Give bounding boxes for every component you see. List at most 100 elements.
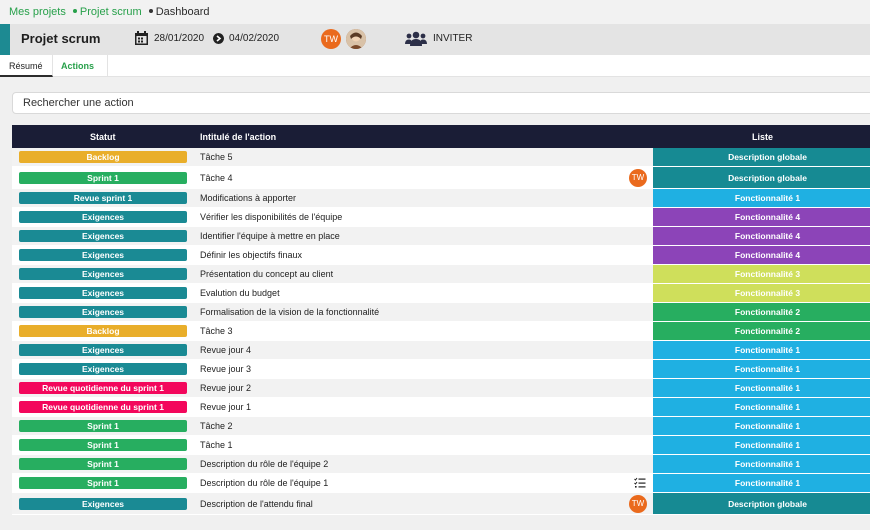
- table-row[interactable]: Sprint 1 Description du rôle de l'équipe …: [12, 455, 870, 474]
- action-title[interactable]: Revue jour 3: [200, 364, 252, 374]
- action-title[interactable]: Revue jour 2: [200, 383, 252, 393]
- list-label[interactable]: Description globale: [653, 148, 870, 166]
- status-badge[interactable]: Sprint 1: [19, 477, 187, 489]
- list-label[interactable]: Fonctionnalité 1: [653, 379, 870, 397]
- table-row[interactable]: Exigences Evalution du budget Fonctionnali…: [12, 284, 870, 303]
- list-label[interactable]: Fonctionnalité 1: [653, 398, 870, 416]
- header-list[interactable]: Liste: [752, 132, 774, 142]
- breadcrumb-projet-scrum[interactable]: Projet scrum: [79, 6, 142, 18]
- action-title[interactable]: Présentation du concept au client: [200, 269, 334, 279]
- breadcrumb-separator: [148, 9, 153, 14]
- status-badge[interactable]: Exigences: [19, 498, 187, 510]
- list-label[interactable]: Fonctionnalité 1: [653, 474, 870, 492]
- list-label[interactable]: Fonctionnalité 1: [653, 417, 870, 435]
- status-badge[interactable]: Exigences: [19, 268, 187, 280]
- status-badge[interactable]: Sprint 1: [19, 420, 187, 432]
- action-title[interactable]: Tâche 1: [200, 440, 233, 450]
- breadcrumb-dashboard: Dashboard: [155, 6, 210, 18]
- list-label[interactable]: Fonctionnalité 4: [653, 208, 870, 226]
- list-label[interactable]: Fonctionnalité 2: [653, 322, 870, 340]
- status-badge[interactable]: Exigences: [19, 306, 187, 318]
- header-status[interactable]: Statut: [90, 132, 116, 142]
- date-start[interactable]: 28/01/2020: [154, 33, 205, 44]
- list-label[interactable]: Fonctionnalité 2: [653, 303, 870, 321]
- table-row[interactable]: Sprint 1 Tâche 2 Fonctionnalité 1: [12, 417, 870, 436]
- list-label[interactable]: Fonctionnalité 3: [653, 284, 870, 302]
- project-header: Projet scrum 28/01/2020 04/02/2020 TW IN…: [0, 24, 870, 55]
- list-label[interactable]: Fonctionnalité 4: [653, 246, 870, 264]
- invite-button[interactable]: INVITER: [433, 33, 473, 44]
- table-row[interactable]: Exigences Identifier l'équipe à mettre en…: [12, 227, 870, 246]
- action-title[interactable]: Modifications à apporter: [200, 193, 297, 203]
- action-title[interactable]: Revue jour 1: [200, 402, 252, 412]
- status-badge[interactable]: Backlog: [19, 151, 187, 163]
- status-badge[interactable]: Exigences: [19, 363, 187, 375]
- action-title[interactable]: Description du rôle de l'équipe 2: [200, 459, 329, 469]
- action-title[interactable]: Tâche 4: [200, 173, 233, 183]
- action-title[interactable]: Tâche 2: [200, 421, 233, 431]
- tab-resume[interactable]: Résumé: [0, 55, 53, 77]
- users-icon[interactable]: [405, 31, 427, 46]
- action-title[interactable]: Description du rôle de l'équipe 1: [200, 478, 329, 488]
- assignee-avatar[interactable]: TW: [629, 169, 647, 187]
- header-title[interactable]: Intitulé de l'action: [200, 132, 277, 142]
- list-label[interactable]: Fonctionnalité 1: [653, 360, 870, 378]
- status-badge[interactable]: Revue quotidienne du sprint 1: [19, 382, 187, 394]
- action-title[interactable]: Identifier l'équipe à mettre en place: [200, 231, 340, 241]
- calendar-icon[interactable]: [135, 31, 148, 45]
- status-badge[interactable]: Exigences: [19, 211, 187, 223]
- list-label[interactable]: Fonctionnalité 1: [653, 436, 870, 454]
- list-label[interactable]: Fonctionnalité 4: [653, 227, 870, 245]
- table-row[interactable]: Exigences Revue jour 4 Fonctionnalité 1: [12, 341, 870, 360]
- project-title: Projet scrum: [21, 31, 101, 46]
- status-badge[interactable]: Exigences: [19, 344, 187, 356]
- table-row[interactable]: Exigences Revue jour 3 Fonctionnalité 1: [12, 360, 870, 379]
- action-title[interactable]: Tâche 5: [200, 152, 233, 162]
- list-label[interactable]: Description globale: [653, 493, 870, 514]
- avatar-tw[interactable]: TW: [321, 29, 341, 49]
- status-badge[interactable]: Revue quotidienne du sprint 1: [19, 401, 187, 413]
- list-label[interactable]: Fonctionnalité 1: [653, 189, 870, 207]
- status-badge[interactable]: Exigences: [19, 230, 187, 242]
- list-label[interactable]: Description globale: [653, 167, 870, 188]
- table-row[interactable]: Exigences Formalisation de la vision de l…: [12, 303, 870, 322]
- list-label[interactable]: Fonctionnalité 3: [653, 265, 870, 283]
- breadcrumb: Mes projets Projet scrum Dashboard: [0, 0, 870, 24]
- table-row[interactable]: Exigences Description de l'attendu final T…: [12, 493, 870, 515]
- status-badge[interactable]: Sprint 1: [19, 458, 187, 470]
- avatar-user-photo[interactable]: [346, 29, 366, 49]
- table-row[interactable]: Exigences Définir les objectifs finaux Fon…: [12, 246, 870, 265]
- action-title[interactable]: Revue jour 4: [200, 345, 252, 355]
- list-label[interactable]: Fonctionnalité 1: [653, 341, 870, 359]
- status-badge[interactable]: Revue sprint 1: [19, 192, 187, 204]
- action-title[interactable]: Formalisation de la vision de la fonctio…: [200, 307, 380, 317]
- table-row[interactable]: Backlog Tâche 3 Fonctionnalité 2: [12, 322, 870, 341]
- table-row[interactable]: Revue quotidienne du sprint 1 Revue jour …: [12, 398, 870, 417]
- table-row[interactable]: Revue quotidienne du sprint 1 Revue jour …: [12, 379, 870, 398]
- table-row[interactable]: Sprint 1 Tâche 4 TW Description globale: [12, 167, 870, 189]
- status-badge[interactable]: Sprint 1: [19, 439, 187, 451]
- assignee-avatar[interactable]: TW: [629, 495, 647, 513]
- table-row[interactable]: Exigences Présentation du concept au clie…: [12, 265, 870, 284]
- action-title[interactable]: Définir les objectifs finaux: [200, 250, 303, 260]
- action-title[interactable]: Tâche 3: [200, 326, 233, 336]
- action-title[interactable]: Evalution du budget: [200, 288, 280, 298]
- date-end[interactable]: 04/02/2020: [229, 33, 280, 44]
- status-badge[interactable]: Backlog: [19, 325, 187, 337]
- list-label[interactable]: Fonctionnalité 1: [653, 455, 870, 473]
- tab-actions[interactable]: Actions: [48, 55, 108, 77]
- checklist-icon: [634, 477, 646, 488]
- action-title[interactable]: Description de l'attendu final: [200, 499, 313, 509]
- status-badge[interactable]: Sprint 1: [19, 172, 187, 184]
- table-row[interactable]: Revue sprint 1 Modifications à apporter Fo…: [12, 189, 870, 208]
- table-row[interactable]: Sprint 1 Tâche 1 Fonctionnalité 1: [12, 436, 870, 455]
- breadcrumb-mes-projets[interactable]: Mes projets: [9, 6, 66, 18]
- actions-table: Statut Intitulé de l'action Liste Backlo…: [12, 125, 870, 515]
- status-badge[interactable]: Exigences: [19, 287, 187, 299]
- action-title[interactable]: Vérifier les disponibilités de l'équipe: [200, 212, 343, 222]
- table-row[interactable]: Backlog Tâche 5 Description globale: [12, 148, 870, 167]
- table-row[interactable]: Sprint 1 Description du rôle de l'équipe …: [12, 474, 870, 493]
- search-input[interactable]: Rechercher une action: [12, 92, 870, 114]
- table-row[interactable]: Exigences Vérifier les disponibilités de …: [12, 208, 870, 227]
- status-badge[interactable]: Exigences: [19, 249, 187, 261]
